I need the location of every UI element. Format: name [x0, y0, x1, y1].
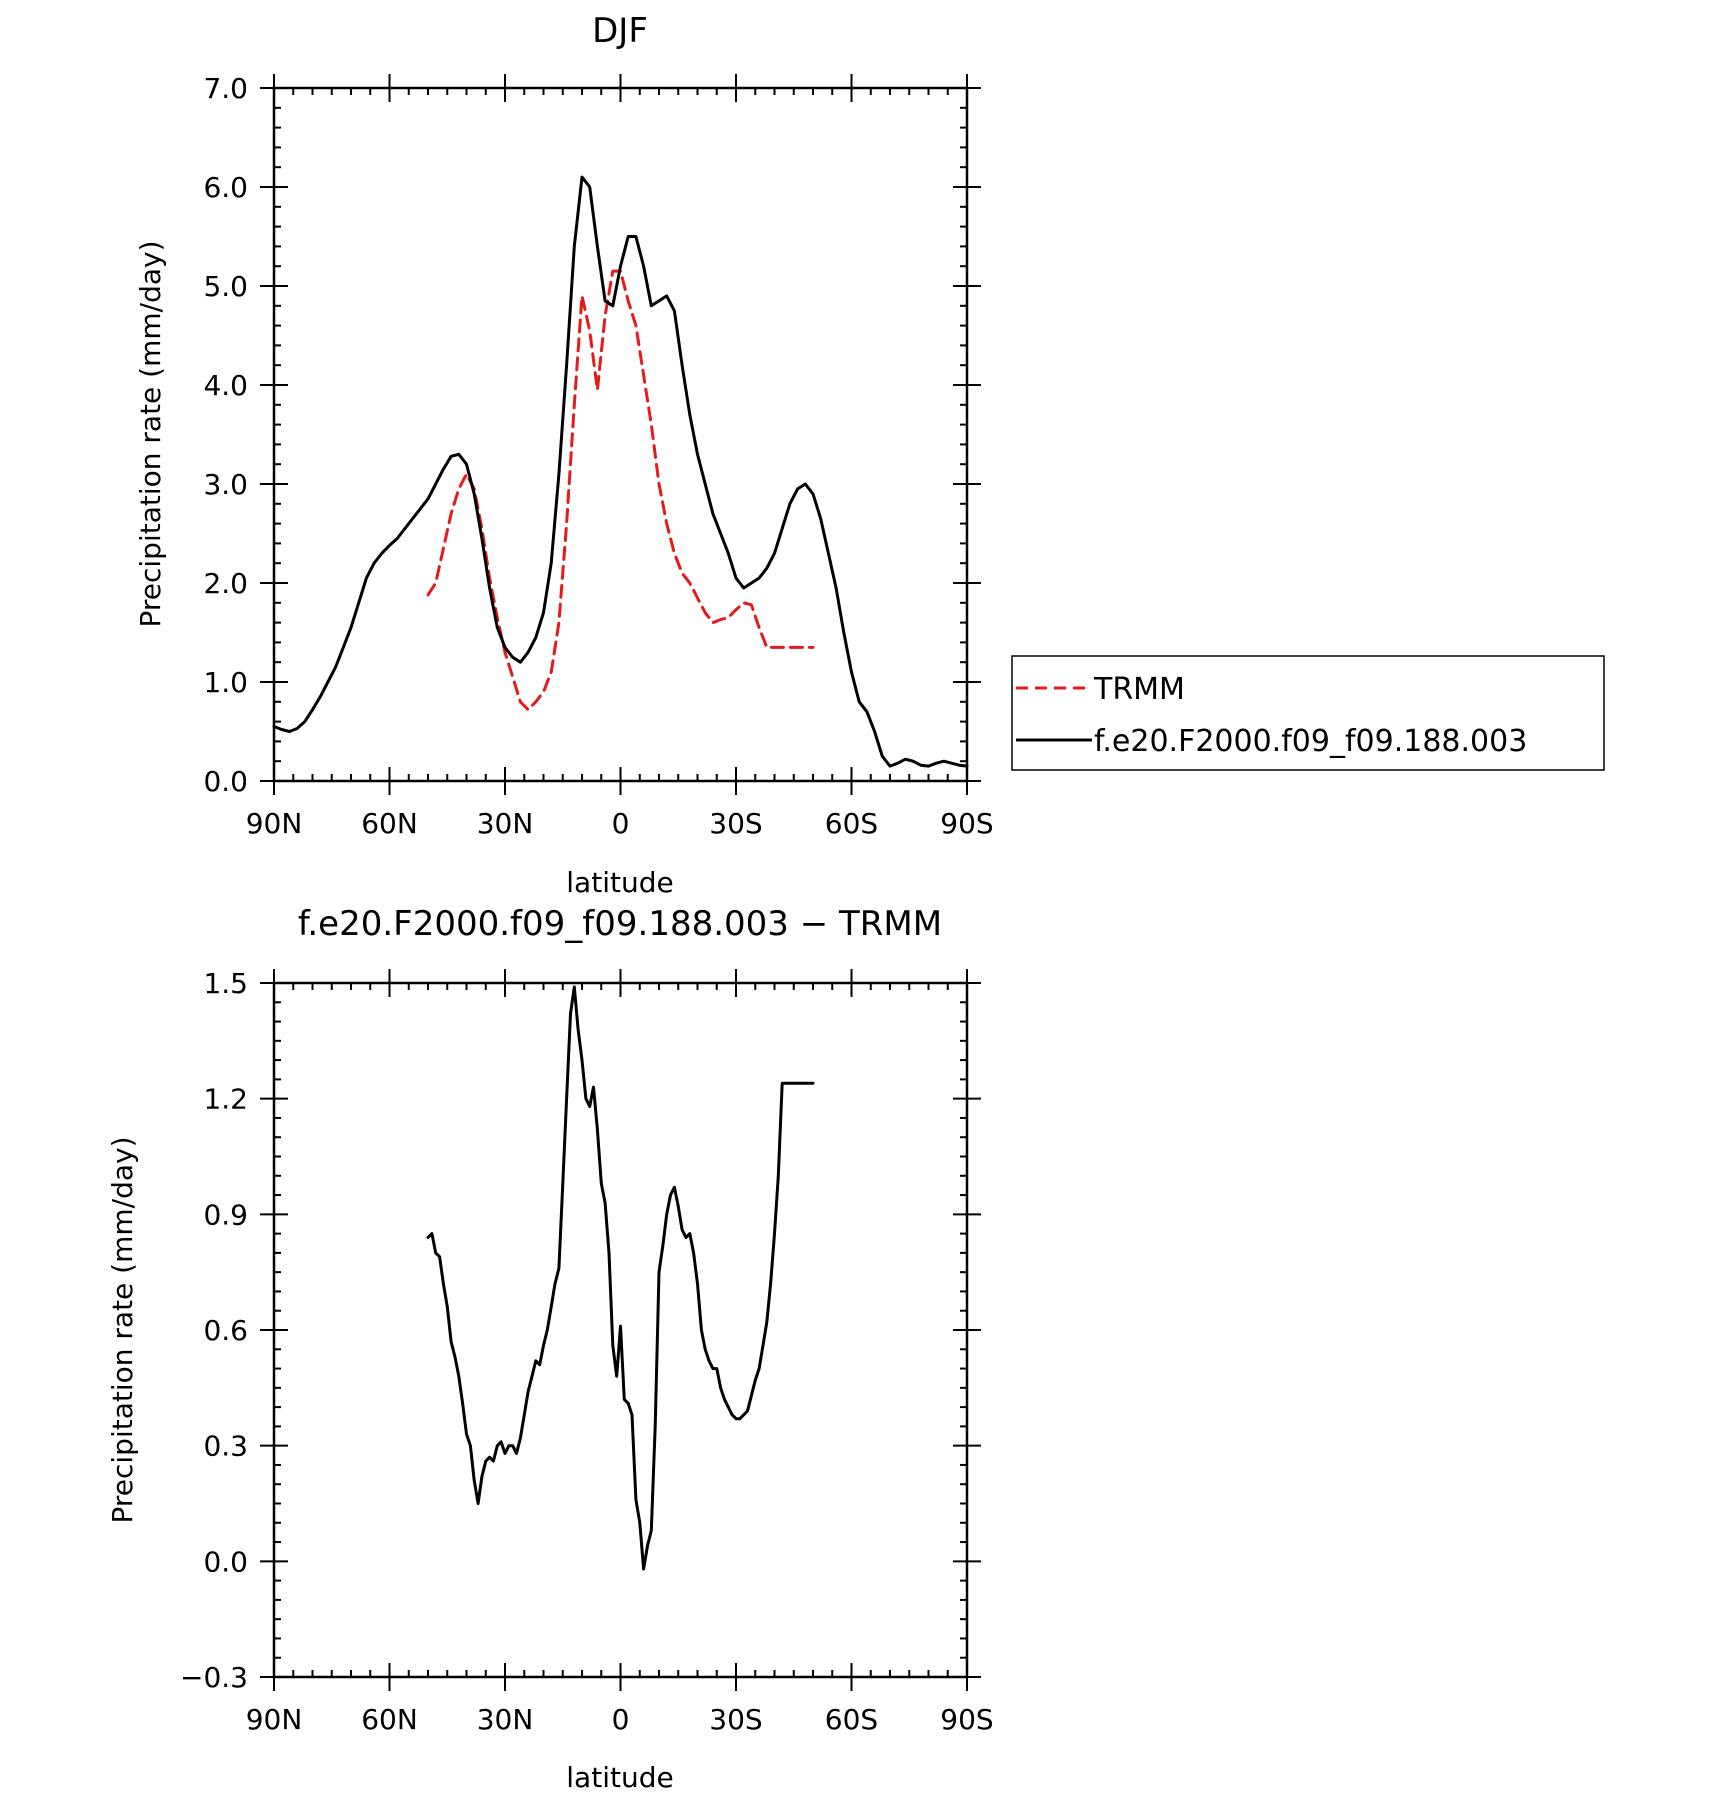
x-tick-label: 90N [246, 1703, 303, 1736]
chart-axes: 90N 60N 30N 0 30S 60S 90S −0.3 0.0 0.3 0.6 0.9 1.2 1.… [180, 967, 994, 1736]
y-tick-label: 7.0 [203, 72, 248, 105]
plot-frame [272, 981, 969, 1679]
x-tick-label: 0 [612, 1703, 630, 1736]
x-tick-label: 0 [612, 807, 630, 840]
y-axis-label: Precipitation rate (mm/day) [134, 240, 167, 627]
series-line-0 [426, 269, 815, 712]
x-tick-label: 60N [361, 807, 418, 840]
y-tick-label: 0.0 [203, 1545, 248, 1578]
chart-panel-djf: DJF 90N 60N 30N 0 30S 60S 90S 0.0 1.0 2.0 3.0 4.0 5.… [134, 11, 1605, 899]
x-tick-label: 30S [709, 807, 762, 840]
y-tick-label: 5.0 [203, 270, 248, 303]
x-tick-label: 90S [940, 1703, 993, 1736]
chart-series-group [272, 175, 969, 768]
chart-title: DJF [592, 11, 648, 51]
y-tick-label: 1.0 [203, 666, 248, 699]
chart-panel-difference: f.e20.F2000.f09_f09.188.003 − TRMM 90N 60… [106, 904, 994, 1794]
y-tick-label: 4.0 [203, 369, 248, 402]
y-axis-label: Precipitation rate (mm/day) [106, 1136, 139, 1523]
y-tick-label: 0.9 [203, 1198, 248, 1231]
y-tick-label: 3.0 [203, 468, 248, 501]
y-tick-label: 1.2 [203, 1083, 248, 1116]
x-tick-label: 90N [246, 807, 303, 840]
y-tick-label: 6.0 [203, 171, 248, 204]
y-tick-label: 1.5 [203, 967, 248, 1000]
plot-frame [272, 86, 969, 783]
x-axis-label: latitude [566, 866, 673, 899]
series-line-0 [426, 985, 815, 1571]
series-line-1 [272, 175, 969, 768]
y-tick-label: 2.0 [203, 567, 248, 600]
x-tick-label: 60N [361, 1703, 418, 1736]
chart-series-group [426, 985, 815, 1571]
legend-label-trmm: TRMM [1093, 672, 1185, 707]
x-tick-label: 90S [940, 807, 993, 840]
legend-box [1011, 655, 1605, 771]
legend-label-model: f.e20.F2000.f09_f09.188.003 [1094, 724, 1527, 759]
chart-axes: 90N 60N 30N 0 30S 60S 90S 0.0 1.0 2.0 3.0 4.0 5.0 6.0… [203, 72, 993, 840]
chart-title: f.e20.F2000.f09_f09.188.003 − TRMM [298, 904, 942, 944]
x-tick-label: 30N [477, 807, 534, 840]
x-axis-label: latitude [566, 1761, 673, 1794]
y-tick-label: 0.6 [203, 1314, 248, 1347]
y-tick-label: 0.0 [203, 765, 248, 798]
x-tick-label: 60S [825, 807, 878, 840]
x-tick-label: 30N [477, 1703, 534, 1736]
legend: TRMM f.e20.F2000.f09_f09.188.003 [1011, 655, 1605, 771]
x-tick-label: 30S [709, 1703, 762, 1736]
y-tick-label: −0.3 [180, 1661, 248, 1694]
y-tick-label: 0.3 [203, 1430, 248, 1463]
x-tick-label: 60S [825, 1703, 878, 1736]
